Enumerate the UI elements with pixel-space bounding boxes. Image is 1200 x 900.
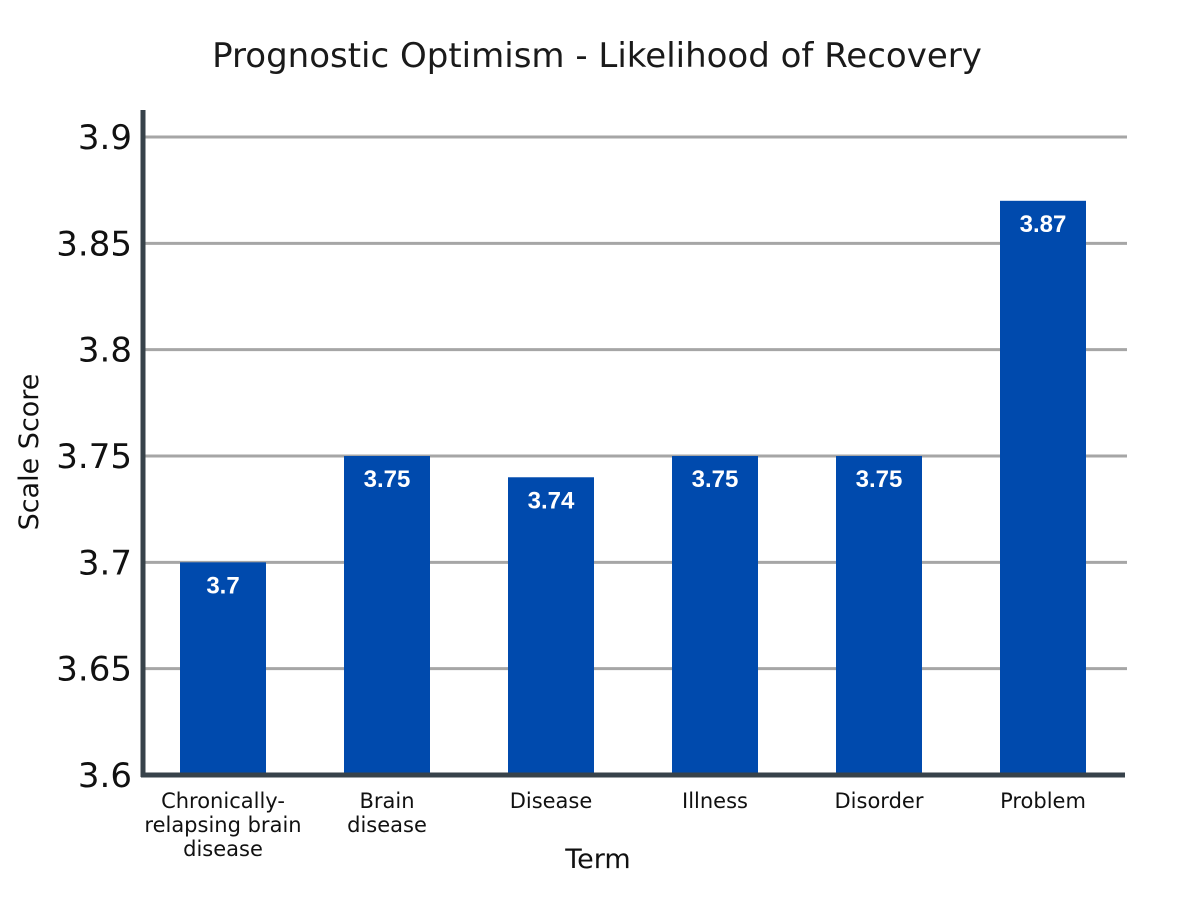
x-tick-label: disease xyxy=(347,813,427,837)
x-tick-label: Disorder xyxy=(835,789,924,813)
y-tick-label: 3.75 xyxy=(56,437,132,477)
bar-value-label: 3.87 xyxy=(1020,211,1067,238)
x-tick-label: Brain xyxy=(359,789,414,813)
bar-value-label: 3.74 xyxy=(528,487,575,514)
bar-value-label: 3.75 xyxy=(364,466,411,493)
bar xyxy=(1000,200,1086,776)
x-tick-label: Disease xyxy=(510,789,593,813)
bar-value-label: 3.75 xyxy=(692,466,739,493)
x-tick-label: disease xyxy=(183,837,263,861)
y-tick-label: 3.7 xyxy=(78,543,132,583)
bar-value-label: 3.7 xyxy=(206,572,239,599)
x-tick-label: Problem xyxy=(1000,789,1086,813)
y-tick-label: 3.85 xyxy=(56,224,132,264)
y-tick-label: 3.8 xyxy=(78,331,132,371)
gridlines xyxy=(143,135,1127,671)
x-axis: Chronically-relapsing braindiseaseBraind… xyxy=(141,772,1125,861)
chart-title: Prognostic Optimism - Likelihood of Reco… xyxy=(212,36,982,76)
y-tick-label: 3.9 xyxy=(78,118,132,158)
x-tick-label: Chronically- xyxy=(161,789,285,813)
bar xyxy=(344,456,430,775)
bar xyxy=(180,562,266,775)
x-tick-label: relapsing brain xyxy=(144,813,301,837)
y-axis-label: Scale Score xyxy=(14,374,45,531)
x-tick-label: Illness xyxy=(682,789,748,813)
bars: 3.7 3.75 3.74 3.75 3.75 3.87 xyxy=(180,200,1086,776)
y-tick-label: 3.65 xyxy=(56,650,132,690)
bar xyxy=(508,477,594,775)
y-axis: 3.6 3.65 3.7 3.75 3.8 3.85 3.9 xyxy=(56,110,146,796)
bar xyxy=(836,456,922,775)
y-tick-label: 3.6 xyxy=(78,756,132,796)
x-axis-label: Term xyxy=(564,844,630,875)
bar-value-label: 3.75 xyxy=(856,466,903,493)
bar xyxy=(672,456,758,775)
